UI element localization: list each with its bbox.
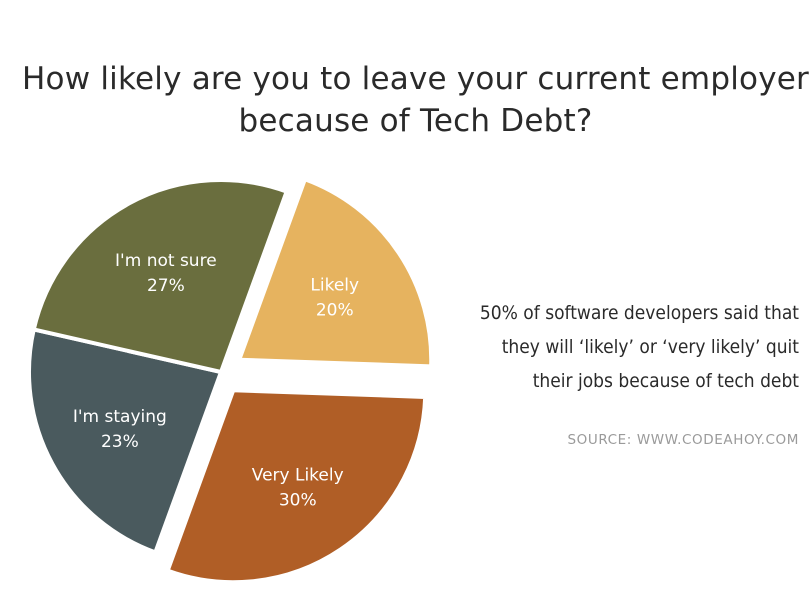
pie-slice-i-m-staying: [27, 327, 223, 555]
pie-slices: [27, 177, 434, 585]
takeaway-line-3: their jobs because of tech debt: [532, 370, 799, 392]
pie-slice-i-m-not-sure: [31, 178, 289, 374]
slice-value-label: 30%: [279, 491, 317, 511]
chart-title-line-2: because of Tech Debt?: [238, 103, 593, 139]
slice-value-label: 23%: [101, 432, 139, 452]
pie-labels: Likely 20% Very Likely 30% I'm staying 23% I'm…: [73, 251, 359, 511]
source-credit: SOURCE: WWW.CODEAHOY.COM: [567, 432, 799, 448]
chart-title: How likely are you to leave your current…: [20, 58, 811, 142]
pie-slice-very-likely: [165, 388, 428, 585]
takeaway-text: 50% of software developers said that the…: [439, 296, 799, 398]
slice-label: I'm not sure: [115, 251, 217, 271]
pie-slice-likely: [237, 177, 434, 369]
takeaway-line-2: they will ‘likely’ or ‘very likely’ quit: [501, 336, 799, 358]
slice-value-label: 27%: [147, 276, 185, 296]
slice-label: I'm staying: [73, 407, 167, 427]
takeaway-line-1: 50% of software developers said that: [479, 302, 799, 324]
slice-label: Very Likely: [252, 466, 344, 486]
slice-label: Likely: [310, 275, 359, 295]
slice-value-label: 20%: [316, 300, 354, 320]
chart-title-line-1: How likely are you to leave your current…: [22, 61, 809, 97]
